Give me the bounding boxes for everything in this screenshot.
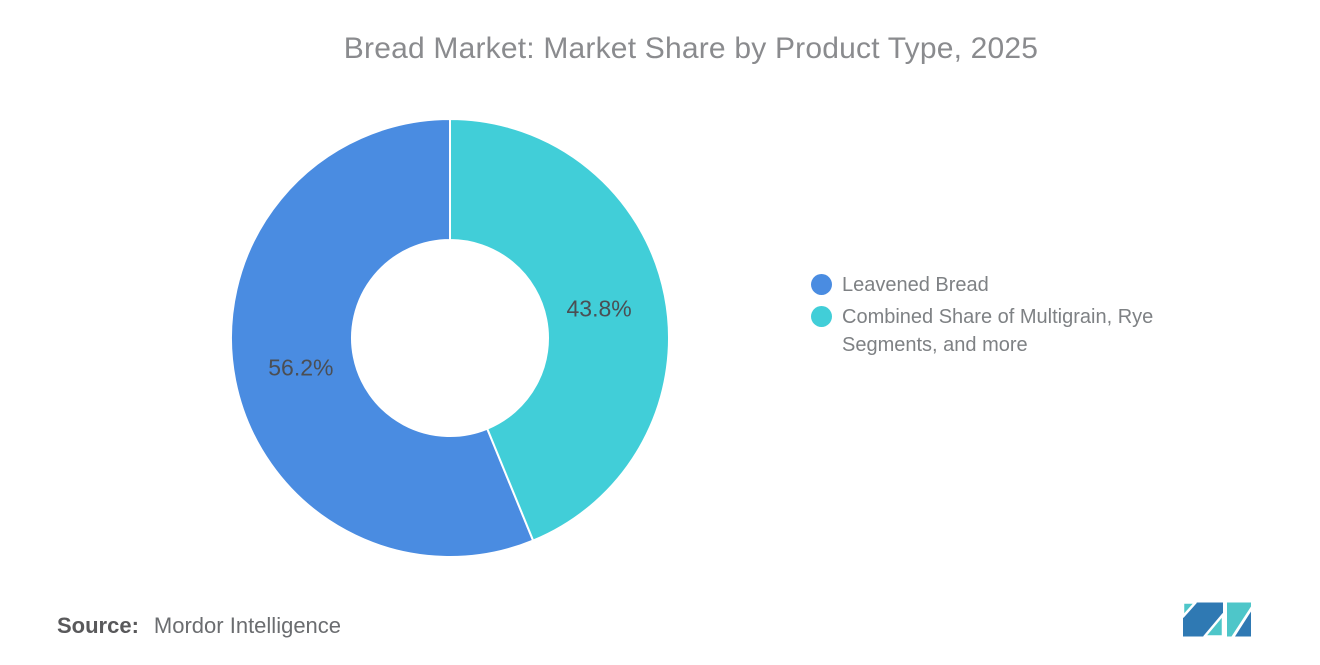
slice-data-label-0: 56.2% [268, 354, 333, 380]
mordor-intelligence-logo [1183, 602, 1251, 637]
legend-item-1: Combined Share of Multigrain, Rye Segmen… [811, 303, 1192, 359]
legend-dot-icon [811, 274, 832, 295]
chart-title: Bread Market: Market Share by Product Ty… [343, 32, 1039, 65]
legend-label: Leavened Bread [842, 274, 989, 296]
legend-label: Combined Share of Multigrain, Rye Segmen… [842, 306, 1154, 356]
donut-chart: 56.2% 43.8% [230, 118, 670, 558]
donut-slice-1 [449, 118, 670, 542]
legend: Leavened Bread Combined Share of Multigra… [811, 271, 1192, 359]
legend-dot-icon [811, 306, 832, 327]
source-value: Mordor Intelligence [153, 613, 342, 638]
source-label: Source: [57, 613, 139, 638]
source-line: Source: Mordor Intelligence [57, 613, 341, 639]
slice-data-label-1: 43.8% [567, 296, 632, 322]
legend-item-0: Leavened Bread [811, 271, 1192, 299]
donut-slice-0 [230, 118, 535, 558]
